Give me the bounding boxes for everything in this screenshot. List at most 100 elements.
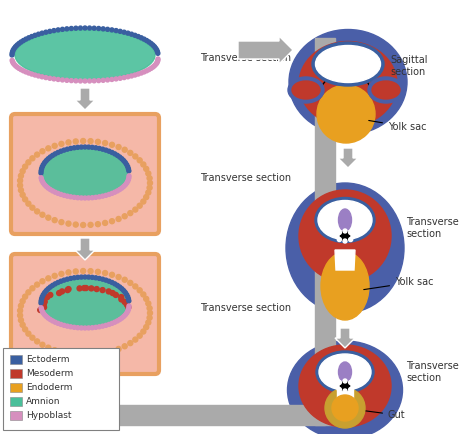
Circle shape xyxy=(69,276,73,280)
Circle shape xyxy=(90,145,94,149)
Circle shape xyxy=(17,66,21,70)
Circle shape xyxy=(36,32,40,36)
Circle shape xyxy=(66,140,71,145)
Circle shape xyxy=(23,164,27,169)
FancyBboxPatch shape xyxy=(10,397,22,406)
Circle shape xyxy=(95,139,100,145)
Circle shape xyxy=(118,318,122,322)
Ellipse shape xyxy=(299,42,397,126)
Circle shape xyxy=(113,282,117,286)
Circle shape xyxy=(76,326,80,330)
Text: Yolk sac: Yolk sac xyxy=(364,277,434,289)
Circle shape xyxy=(66,270,71,275)
Circle shape xyxy=(35,282,40,287)
Circle shape xyxy=(73,222,78,227)
Circle shape xyxy=(41,163,46,167)
Circle shape xyxy=(126,295,130,299)
Circle shape xyxy=(107,192,111,197)
Circle shape xyxy=(41,302,46,307)
Circle shape xyxy=(109,349,115,354)
Circle shape xyxy=(116,217,121,221)
Circle shape xyxy=(48,293,53,297)
Circle shape xyxy=(46,316,50,320)
Circle shape xyxy=(95,222,100,227)
Ellipse shape xyxy=(43,278,128,328)
Circle shape xyxy=(65,277,69,281)
Circle shape xyxy=(90,326,94,330)
Circle shape xyxy=(335,384,339,388)
Circle shape xyxy=(88,222,93,227)
Circle shape xyxy=(125,163,128,167)
Circle shape xyxy=(10,49,15,54)
Circle shape xyxy=(141,162,146,167)
Circle shape xyxy=(48,76,52,80)
Circle shape xyxy=(56,151,60,155)
Circle shape xyxy=(107,279,111,283)
Circle shape xyxy=(79,145,83,149)
Polygon shape xyxy=(337,387,353,400)
Circle shape xyxy=(337,237,341,242)
Circle shape xyxy=(137,203,142,208)
Circle shape xyxy=(147,181,153,185)
Circle shape xyxy=(15,43,19,47)
Circle shape xyxy=(88,26,91,30)
Circle shape xyxy=(102,220,108,225)
Circle shape xyxy=(155,60,159,64)
Circle shape xyxy=(59,322,63,326)
Circle shape xyxy=(46,157,50,161)
Circle shape xyxy=(20,322,25,327)
Circle shape xyxy=(73,352,78,357)
Circle shape xyxy=(127,299,131,303)
Circle shape xyxy=(115,153,119,158)
Circle shape xyxy=(18,313,23,318)
Circle shape xyxy=(133,337,138,342)
Circle shape xyxy=(351,384,355,388)
Circle shape xyxy=(14,45,18,49)
Circle shape xyxy=(10,51,14,55)
Circle shape xyxy=(42,305,46,310)
Circle shape xyxy=(145,39,149,43)
Circle shape xyxy=(41,311,46,315)
Circle shape xyxy=(125,181,128,185)
FancyBboxPatch shape xyxy=(10,383,22,392)
Text: Amnion: Amnion xyxy=(26,397,61,406)
Circle shape xyxy=(30,72,34,76)
Ellipse shape xyxy=(43,148,128,198)
Circle shape xyxy=(110,321,114,326)
Circle shape xyxy=(110,191,114,195)
Circle shape xyxy=(46,345,51,350)
Circle shape xyxy=(12,46,16,50)
Circle shape xyxy=(72,195,76,199)
Circle shape xyxy=(349,237,353,242)
Circle shape xyxy=(340,381,350,391)
Circle shape xyxy=(155,49,159,54)
Circle shape xyxy=(78,79,82,83)
Circle shape xyxy=(61,27,64,31)
Circle shape xyxy=(83,196,87,200)
Circle shape xyxy=(77,286,82,291)
Text: Mesoderm: Mesoderm xyxy=(26,369,73,378)
Circle shape xyxy=(123,183,128,187)
Circle shape xyxy=(52,273,57,278)
Circle shape xyxy=(26,160,31,165)
Circle shape xyxy=(122,277,127,282)
Circle shape xyxy=(139,71,143,75)
Circle shape xyxy=(122,76,126,79)
Text: Transverse
section: Transverse section xyxy=(406,217,459,239)
Circle shape xyxy=(122,184,126,188)
Circle shape xyxy=(94,146,98,150)
Circle shape xyxy=(60,289,64,294)
Circle shape xyxy=(81,352,86,358)
Circle shape xyxy=(126,31,130,35)
Circle shape xyxy=(144,194,149,200)
Circle shape xyxy=(89,286,94,291)
Circle shape xyxy=(127,174,131,178)
Circle shape xyxy=(149,42,153,46)
Circle shape xyxy=(335,234,339,238)
Circle shape xyxy=(137,288,142,293)
Circle shape xyxy=(43,290,47,295)
Circle shape xyxy=(88,79,91,83)
Circle shape xyxy=(18,318,23,322)
Circle shape xyxy=(90,275,94,279)
Circle shape xyxy=(48,318,52,322)
